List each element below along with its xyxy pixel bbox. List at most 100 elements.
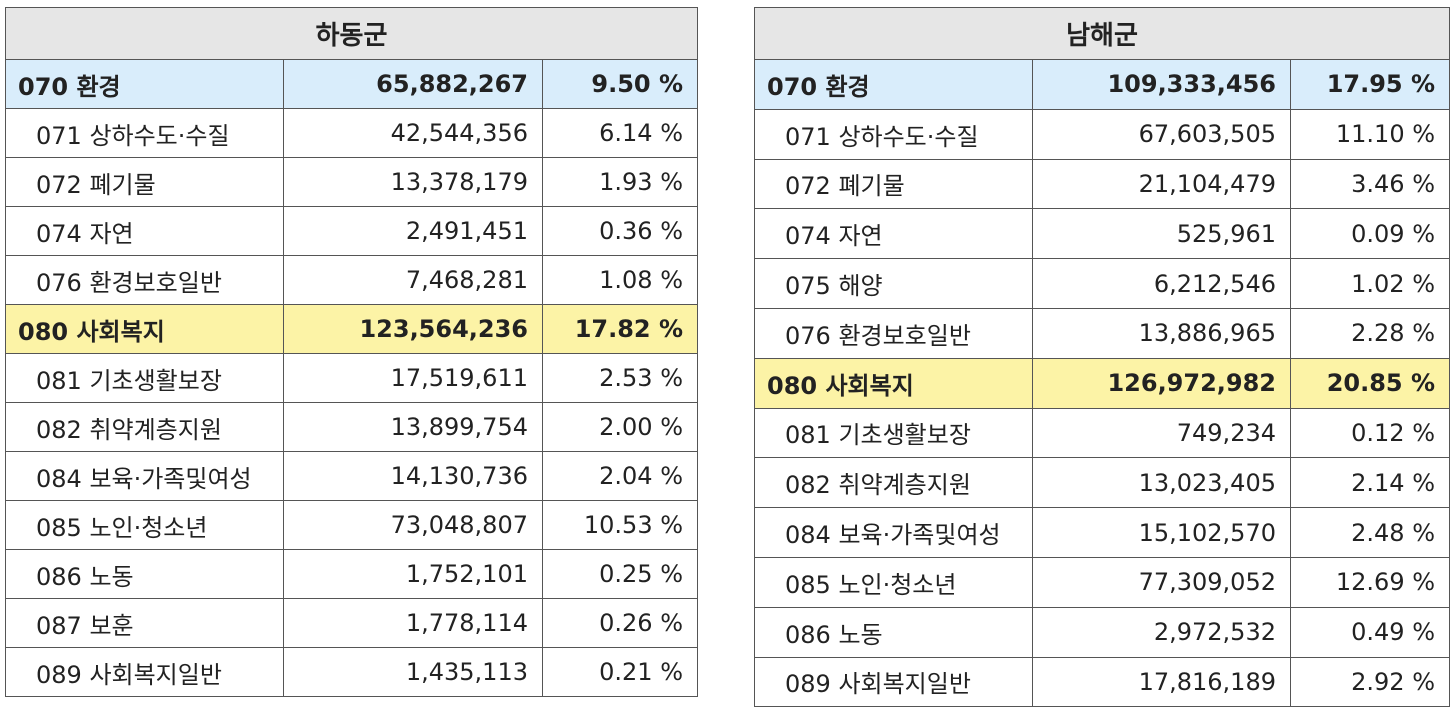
row-amount: 67,603,505 <box>1032 108 1291 160</box>
row-percent: 0.36 % <box>541 206 699 256</box>
category-row: 070 환경 65,882,267 9.50 % <box>5 59 699 109</box>
row-name: 070 환경 <box>754 59 1033 110</box>
row-percent: 2.53 % <box>541 353 699 403</box>
row-amount: 65,882,267 <box>283 59 543 109</box>
row-name: 082 취약계층지원 <box>754 457 1033 509</box>
table-row: 081 기초생활보장 17,519,611 2.53 % <box>5 353 699 403</box>
table-row: 072 폐기물 21,104,479 3.46 % <box>754 158 1451 210</box>
table-row: 086 노동 1,752,101 0.25 % <box>5 549 699 599</box>
row-name: 076 환경보호일반 <box>754 307 1033 359</box>
row-amount: 7,468,281 <box>283 255 543 305</box>
row-amount: 6,212,546 <box>1032 258 1291 309</box>
table-row: 084 보육·가족및여성 14,130,736 2.04 % <box>5 451 699 501</box>
row-name: 089 사회복지일반 <box>5 647 284 697</box>
row-name: 072 폐기물 <box>754 158 1033 210</box>
row-amount: 77,309,052 <box>1032 556 1291 608</box>
row-name: 075 해양 <box>754 258 1033 309</box>
table-row: 084 보육·가족및여성 15,102,570 2.48 % <box>754 507 1451 558</box>
row-name: 085 노인·청소년 <box>5 500 284 550</box>
row-percent: 0.49 % <box>1289 606 1451 658</box>
table-row: 089 사회복지일반 17,816,189 2.92 % <box>754 656 1451 708</box>
row-name: 084 보육·가족및여성 <box>754 507 1033 558</box>
row-amount: 14,130,736 <box>283 451 543 501</box>
table-row: 086 노동 2,972,532 0.49 % <box>754 606 1451 658</box>
row-name: 089 사회복지일반 <box>754 656 1033 708</box>
row-percent: 9.50 % <box>541 59 699 109</box>
row-name: 081 기초생활보장 <box>5 353 284 403</box>
table-row: 087 보훈 1,778,114 0.26 % <box>5 598 699 648</box>
row-percent: 6.14 % <box>541 108 699 158</box>
category-row: 080 사회복지 123,564,236 17.82 % <box>5 304 699 354</box>
category-row: 070 환경 109,333,456 17.95 % <box>754 59 1451 110</box>
row-amount: 15,102,570 <box>1032 507 1291 558</box>
table-row: 085 노인·청소년 73,048,807 10.53 % <box>5 500 699 550</box>
row-amount: 73,048,807 <box>283 500 543 550</box>
table-row: 074 자연 525,961 0.09 % <box>754 208 1451 260</box>
row-name: 076 환경보호일반 <box>5 255 284 305</box>
table-row: 076 환경보호일반 7,468,281 1.08 % <box>5 255 699 305</box>
row-amount: 13,023,405 <box>1032 457 1291 509</box>
table-row: 075 해양 6,212,546 1.02 % <box>754 258 1451 309</box>
table-row: 076 환경보호일반 13,886,965 2.28 % <box>754 307 1451 359</box>
table-row: 082 취약계층지원 13,899,754 2.00 % <box>5 402 699 452</box>
category-row: 080 사회복지 126,972,982 20.85 % <box>754 357 1451 409</box>
table-title: 하동군 <box>4 7 699 60</box>
row-amount: 42,544,356 <box>283 108 543 158</box>
table-row: 082 취약계층지원 13,023,405 2.14 % <box>754 457 1451 509</box>
table-body: 070 환경 109,333,456 17.95 % 071 상하수도·수질 67,60… <box>754 59 1451 708</box>
row-amount: 1,435,113 <box>283 647 543 697</box>
row-name: 071 상하수도·수질 <box>754 108 1033 160</box>
row-amount: 13,886,965 <box>1032 307 1291 359</box>
row-name: 074 자연 <box>5 206 284 256</box>
table-row: 085 노인·청소년 77,309,052 12.69 % <box>754 556 1451 608</box>
table-row: 089 사회복지일반 1,435,113 0.21 % <box>5 647 699 697</box>
table-title: 남해군 <box>753 7 1451 60</box>
row-name: 086 노동 <box>5 549 284 599</box>
table-row: 072 폐기물 13,378,179 1.93 % <box>5 157 699 207</box>
row-amount: 109,333,456 <box>1032 59 1291 110</box>
row-percent: 1.93 % <box>541 157 699 207</box>
row-amount: 17,519,611 <box>283 353 543 403</box>
table-row: 071 상하수도·수질 67,603,505 11.10 % <box>754 108 1451 160</box>
row-name: 081 기초생활보장 <box>754 407 1033 459</box>
row-percent: 1.02 % <box>1289 258 1451 309</box>
row-percent: 10.53 % <box>541 500 699 550</box>
row-name: 084 보육·가족및여성 <box>5 451 284 501</box>
row-name: 070 환경 <box>5 59 284 109</box>
row-amount: 17,816,189 <box>1032 656 1291 708</box>
row-percent: 17.95 % <box>1289 59 1451 110</box>
row-name: 080 사회복지 <box>5 304 284 354</box>
row-percent: 2.00 % <box>541 402 699 452</box>
row-amount: 1,752,101 <box>283 549 543 599</box>
row-name: 082 취약계층지원 <box>5 402 284 452</box>
row-amount: 2,491,451 <box>283 206 543 256</box>
row-percent: 0.26 % <box>541 598 699 648</box>
row-amount: 13,378,179 <box>283 157 543 207</box>
row-name: 074 자연 <box>754 208 1033 260</box>
row-name: 086 노동 <box>754 606 1033 658</box>
row-percent: 0.21 % <box>541 647 699 697</box>
row-percent: 2.04 % <box>541 451 699 501</box>
row-name: 071 상하수도·수질 <box>5 108 284 158</box>
row-percent: 1.08 % <box>541 255 699 305</box>
row-amount: 1,778,114 <box>283 598 543 648</box>
row-amount: 749,234 <box>1032 407 1291 459</box>
row-name: 072 폐기물 <box>5 157 284 207</box>
table-row: 081 기초생활보장 749,234 0.12 % <box>754 407 1451 459</box>
row-percent: 11.10 % <box>1289 108 1451 160</box>
row-percent: 12.69 % <box>1289 556 1451 608</box>
table-row: 071 상하수도·수질 42,544,356 6.14 % <box>5 108 699 158</box>
row-name: 085 노인·청소년 <box>754 556 1033 608</box>
table-row: 074 자연 2,491,451 0.36 % <box>5 206 699 256</box>
row-percent: 3.46 % <box>1289 158 1451 210</box>
row-percent: 20.85 % <box>1289 357 1451 409</box>
row-percent: 2.92 % <box>1289 656 1451 708</box>
row-amount: 525,961 <box>1032 208 1291 260</box>
row-name: 080 사회복지 <box>754 357 1033 409</box>
row-percent: 0.09 % <box>1289 208 1451 260</box>
row-amount: 2,972,532 <box>1032 606 1291 658</box>
row-percent: 0.25 % <box>541 549 699 599</box>
row-percent: 0.12 % <box>1289 407 1451 459</box>
row-amount: 13,899,754 <box>283 402 543 452</box>
table-body: 070 환경 65,882,267 9.50 % 071 상하수도·수질 42,544,… <box>5 59 699 697</box>
